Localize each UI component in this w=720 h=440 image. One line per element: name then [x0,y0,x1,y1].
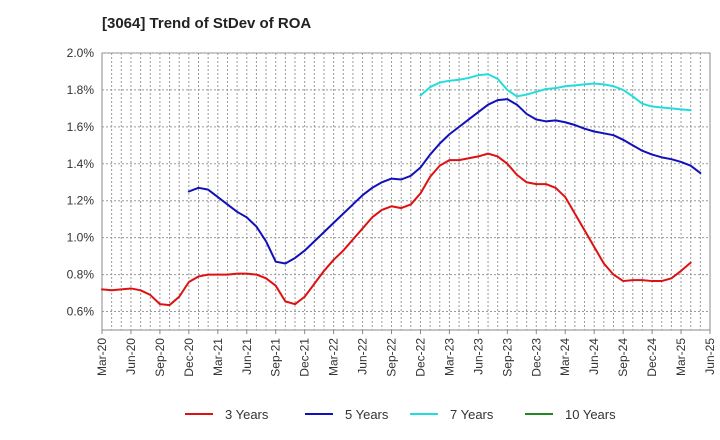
chart-title: [3064] Trend of StDev of ROA [102,15,311,32]
x-tick-label: Mar-22 [327,338,341,376]
series-line-5-years [187,98,702,265]
x-tick-label: Sep-22 [385,338,399,377]
x-tick-label: Dec-24 [645,338,659,377]
x-axis: Mar-20 Jun-20 Sep-20 Dec-20 Mar-21 Jun-21 Sep-… [95,330,717,377]
x-tick-label: Dec-20 [182,338,196,377]
plot-frame [101,52,711,331]
x-tick-label: Dec-22 [413,338,427,377]
x-tick-label: Jun-21 [240,338,254,375]
y-axis: 0.6% 0.8% 1.0% 1.2% 1.4% 1.6% 1.8% 2.0% [67,46,95,319]
x-tick-label: Mar-25 [674,338,688,376]
x-tick-label: Sep-20 [153,338,167,377]
y-tick-label: 2.0% [67,46,95,60]
series-line-7-years [419,73,692,112]
y-tick-label: 0.6% [67,305,95,319]
series-lines [101,73,702,307]
y-tick-label: 1.8% [67,83,95,97]
plot-area [101,52,711,331]
y-tick-label: 1.6% [67,120,95,134]
x-tick-label: Dec-23 [529,338,543,377]
x-tick-label: Sep-24 [616,338,630,377]
legend-label: 3 Years [225,407,269,422]
series-line-3-years [101,152,692,307]
x-tick-label: Mar-23 [442,338,456,376]
x-tick-label: Jun-20 [124,338,138,375]
x-tick-label: Mar-21 [211,338,225,376]
legend-label: 10 Years [565,407,616,422]
x-tick-label: Sep-23 [500,338,514,377]
x-tick-label: Jun-24 [587,338,601,375]
x-tick-label: Sep-21 [269,338,283,377]
y-tick-label: 0.8% [67,268,95,282]
legend-label: 7 Years [450,407,494,422]
legend-label: 5 Years [345,407,389,422]
x-tick-label: Jun-23 [471,338,485,375]
legend: 3 Years 5 Years 7 Years 10 Years [185,407,616,422]
y-tick-label: 1.0% [67,231,95,245]
x-tick-label: Mar-20 [95,338,109,376]
y-tick-label: 1.2% [67,194,95,208]
x-tick-label: Jun-25 [703,338,717,375]
x-tick-label: Dec-21 [298,338,312,377]
y-tick-label: 1.4% [67,157,95,171]
x-tick-label: Jun-22 [356,338,370,375]
x-tick-label: Mar-24 [558,338,572,376]
